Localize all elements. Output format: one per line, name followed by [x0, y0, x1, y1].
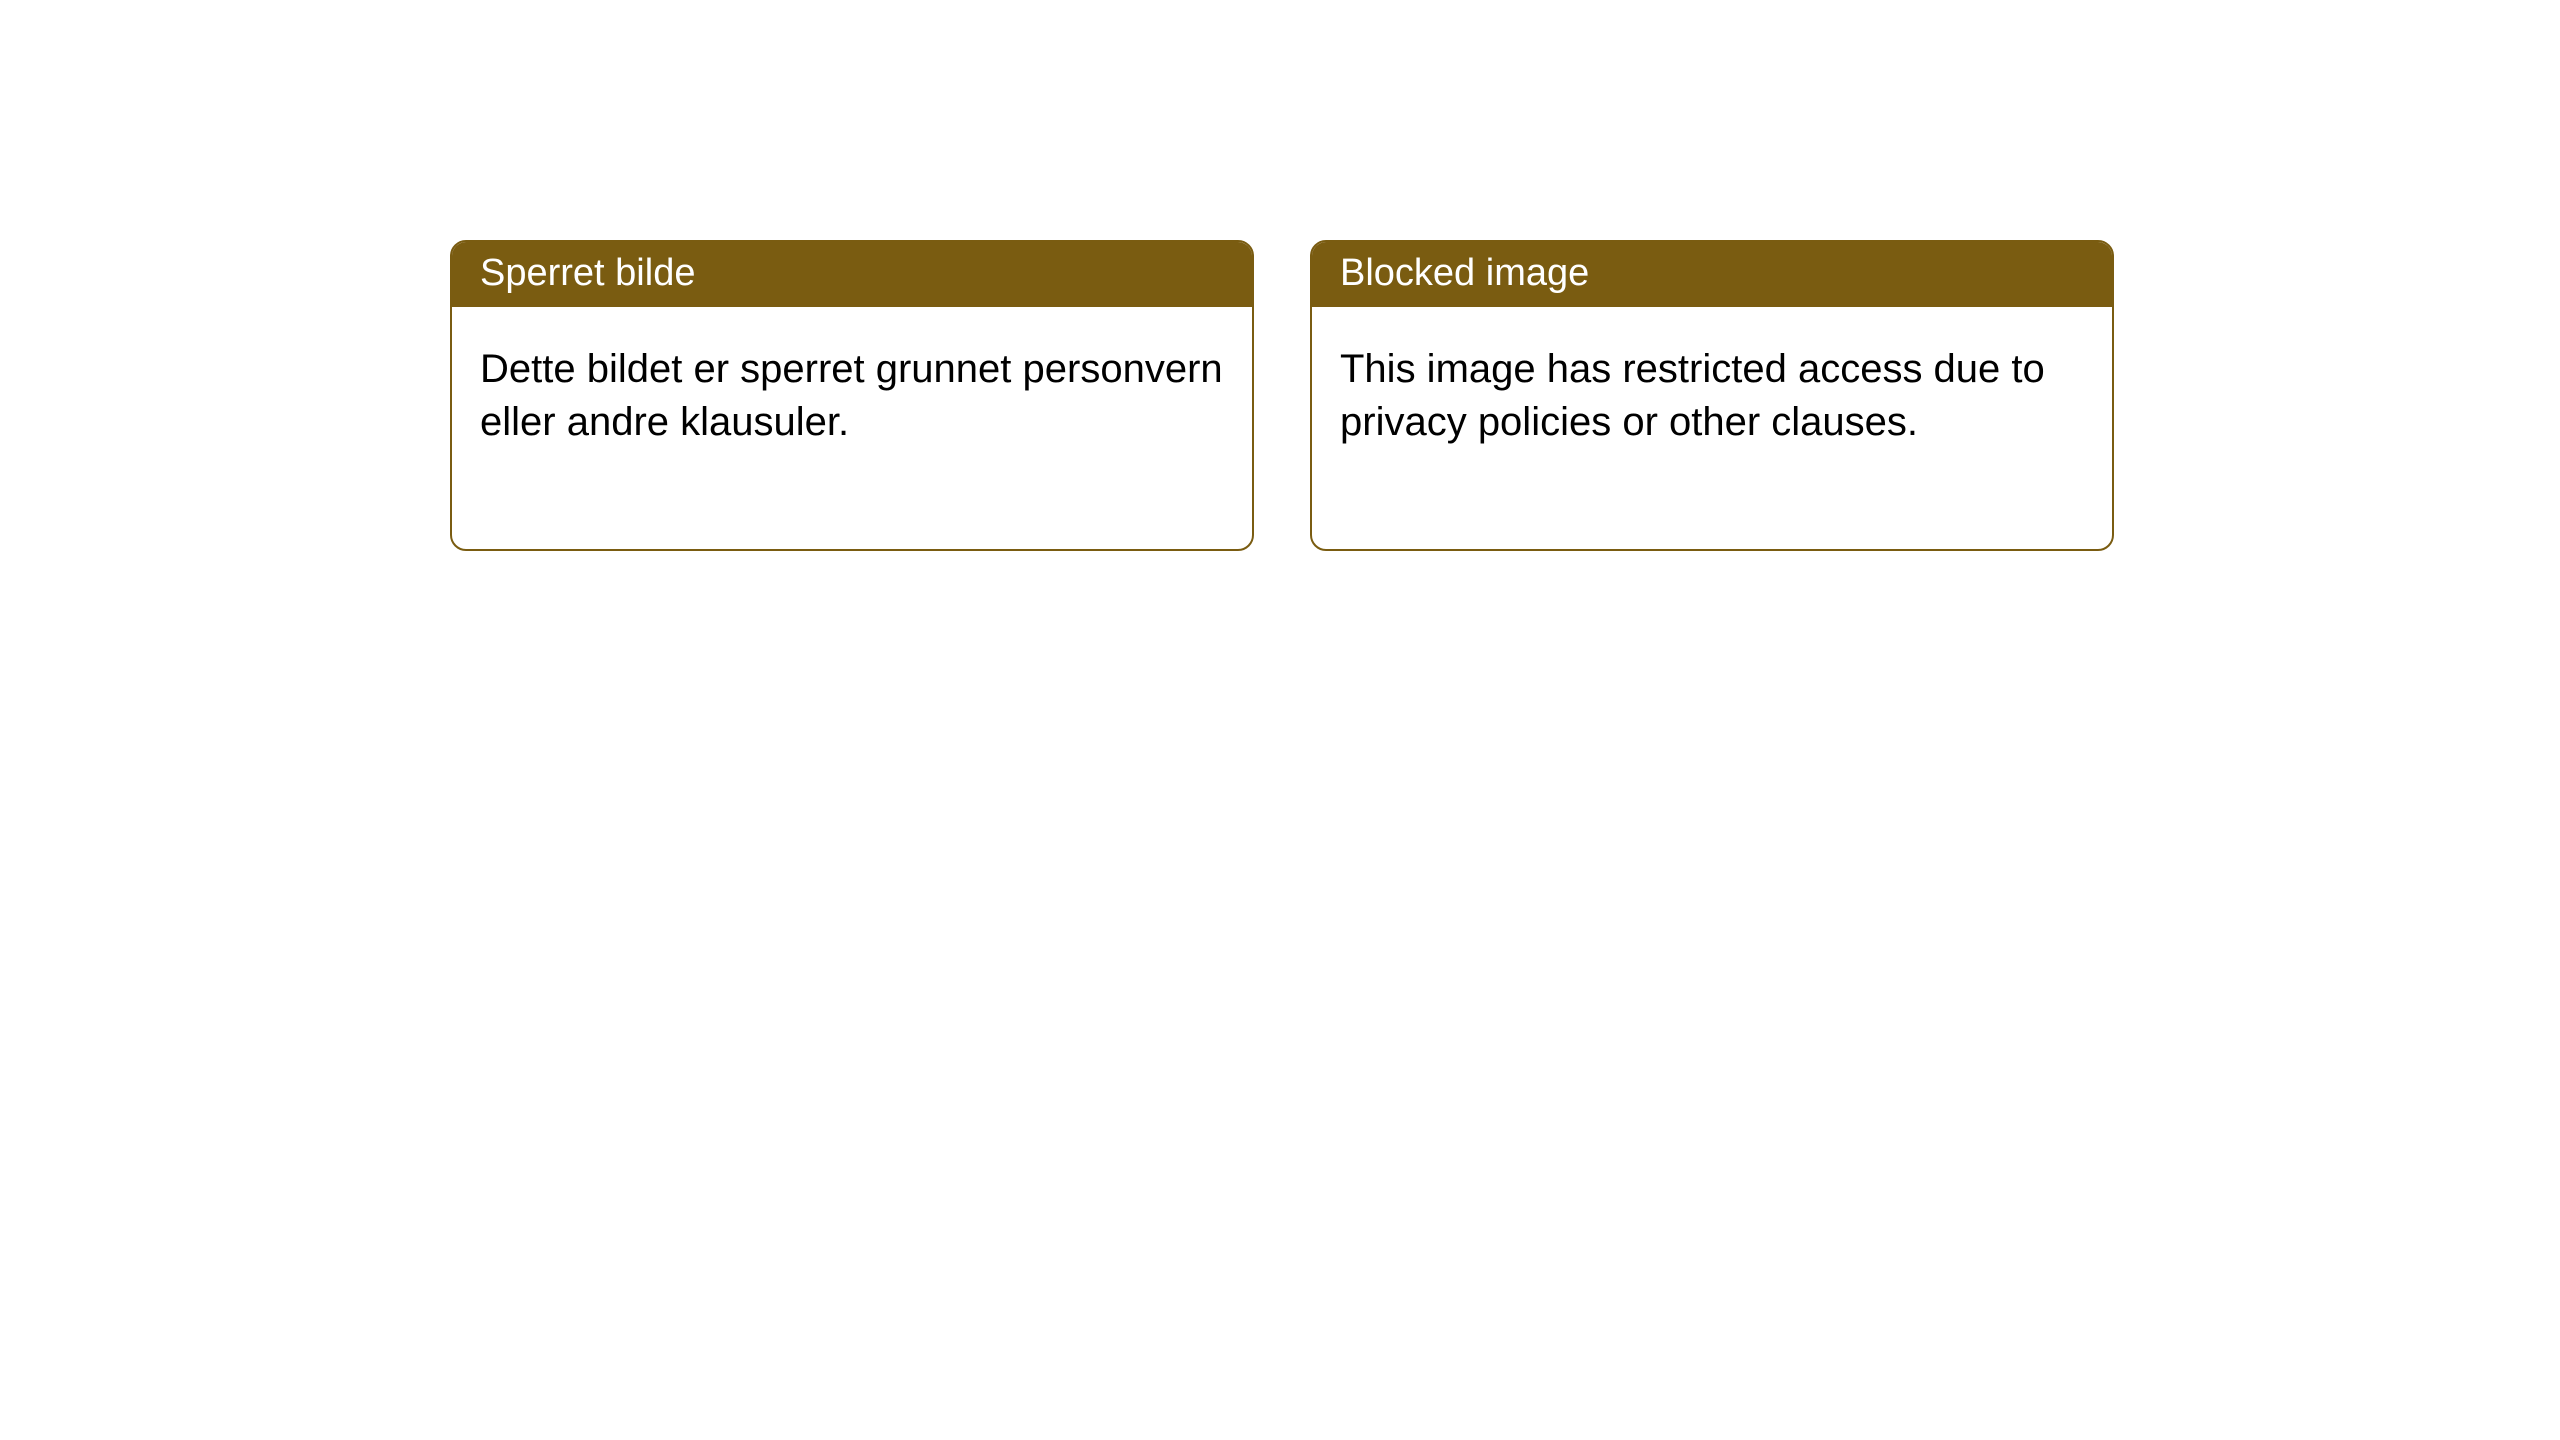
notice-body-norwegian: Dette bildet er sperret grunnet personve…	[452, 307, 1252, 549]
notice-card-norwegian: Sperret bilde Dette bildet er sperret gr…	[450, 240, 1254, 551]
notice-container: Sperret bilde Dette bildet er sperret gr…	[0, 0, 2560, 551]
notice-title-english: Blocked image	[1312, 242, 2112, 307]
notice-title-norwegian: Sperret bilde	[452, 242, 1252, 307]
notice-body-english: This image has restricted access due to …	[1312, 307, 2112, 549]
notice-card-english: Blocked image This image has restricted …	[1310, 240, 2114, 551]
